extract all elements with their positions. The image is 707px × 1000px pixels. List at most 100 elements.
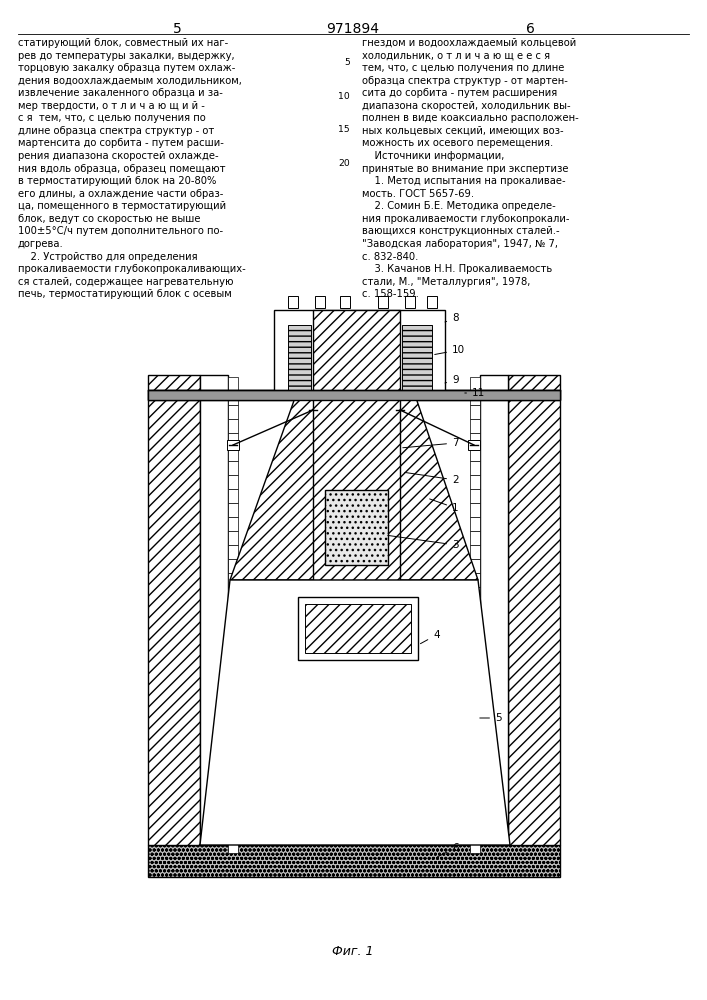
Bar xyxy=(470,391,480,405)
Text: 11: 11 xyxy=(464,388,485,398)
Bar xyxy=(470,671,480,685)
Text: 10: 10 xyxy=(338,92,350,101)
Text: 4: 4 xyxy=(421,630,440,644)
Bar xyxy=(470,517,480,531)
Polygon shape xyxy=(200,580,510,845)
Text: статирующий блок, совместный их наг-
рев до температуры закалки, выдержку,
торцо: статирующий блок, совместный их наг- рев… xyxy=(18,38,246,299)
Text: 971894: 971894 xyxy=(327,22,380,36)
Bar xyxy=(480,375,508,845)
Text: 5: 5 xyxy=(344,58,350,67)
Bar xyxy=(228,601,238,615)
Text: 10: 10 xyxy=(435,345,465,355)
Bar xyxy=(470,433,480,447)
Bar xyxy=(470,377,480,391)
Bar xyxy=(470,685,480,699)
Text: 6: 6 xyxy=(438,843,459,857)
Bar xyxy=(228,783,238,797)
Bar xyxy=(470,447,480,461)
Bar xyxy=(470,489,480,503)
Text: 7: 7 xyxy=(403,438,459,448)
Bar xyxy=(227,440,239,450)
Bar xyxy=(228,685,238,699)
Bar xyxy=(228,615,238,629)
Bar xyxy=(200,375,228,845)
Bar xyxy=(470,825,480,839)
Bar xyxy=(470,545,480,559)
Text: гнездом и водоохлаждаемый кольцевой
холодильник, о т л и ч а ю щ е е с я
тем, чт: гнездом и водоохлаждаемый кольцевой холо… xyxy=(362,38,579,299)
Bar xyxy=(148,390,560,400)
Bar xyxy=(470,727,480,741)
Bar xyxy=(288,296,298,308)
Bar xyxy=(228,629,238,643)
Bar xyxy=(470,559,480,573)
Bar xyxy=(470,783,480,797)
Bar xyxy=(508,375,560,845)
Bar xyxy=(470,503,480,517)
Bar xyxy=(228,587,238,601)
Bar xyxy=(228,573,238,587)
Bar xyxy=(148,845,560,877)
Bar xyxy=(298,597,418,660)
Text: 9: 9 xyxy=(445,375,459,385)
Bar xyxy=(305,604,411,653)
Bar xyxy=(470,643,480,657)
Bar xyxy=(228,559,238,573)
Bar xyxy=(228,377,238,391)
Text: 8: 8 xyxy=(445,313,459,323)
Bar xyxy=(325,490,388,565)
Text: 3: 3 xyxy=(387,535,459,550)
Bar xyxy=(228,839,238,853)
Bar xyxy=(228,769,238,783)
Bar xyxy=(427,296,437,308)
Bar xyxy=(228,433,238,447)
Bar xyxy=(470,657,480,671)
Bar xyxy=(228,419,238,433)
Bar xyxy=(228,657,238,671)
Bar xyxy=(228,391,238,405)
Bar xyxy=(470,587,480,601)
Bar xyxy=(228,713,238,727)
Bar xyxy=(288,325,311,392)
Bar xyxy=(228,671,238,685)
Text: Фиг. 1: Фиг. 1 xyxy=(332,945,374,958)
Bar xyxy=(405,296,415,308)
Bar xyxy=(470,741,480,755)
Bar xyxy=(228,755,238,769)
Polygon shape xyxy=(230,395,478,580)
Bar xyxy=(228,643,238,657)
Bar xyxy=(228,741,238,755)
Bar xyxy=(402,325,432,392)
Bar xyxy=(228,811,238,825)
Bar xyxy=(470,811,480,825)
Bar xyxy=(470,405,480,419)
Text: 6: 6 xyxy=(525,22,534,36)
Bar xyxy=(228,503,238,517)
Bar xyxy=(340,296,350,308)
Text: 5: 5 xyxy=(173,22,182,36)
Bar xyxy=(313,395,400,580)
Bar xyxy=(468,440,480,450)
Bar xyxy=(470,573,480,587)
Bar xyxy=(274,310,445,392)
Bar xyxy=(378,296,388,308)
Bar xyxy=(470,461,480,475)
Bar xyxy=(228,489,238,503)
Bar xyxy=(470,769,480,783)
Text: 1: 1 xyxy=(430,499,459,513)
Bar xyxy=(228,531,238,545)
Bar xyxy=(228,825,238,839)
Bar xyxy=(313,310,400,392)
Bar xyxy=(470,531,480,545)
Bar xyxy=(470,601,480,615)
Bar xyxy=(148,375,200,845)
Bar xyxy=(470,419,480,433)
Bar xyxy=(470,475,480,489)
Bar xyxy=(315,296,325,308)
Bar xyxy=(470,797,480,811)
Bar xyxy=(228,727,238,741)
Bar xyxy=(228,797,238,811)
Bar xyxy=(470,713,480,727)
Text: 20: 20 xyxy=(338,159,350,168)
Bar xyxy=(228,545,238,559)
Bar xyxy=(228,699,238,713)
